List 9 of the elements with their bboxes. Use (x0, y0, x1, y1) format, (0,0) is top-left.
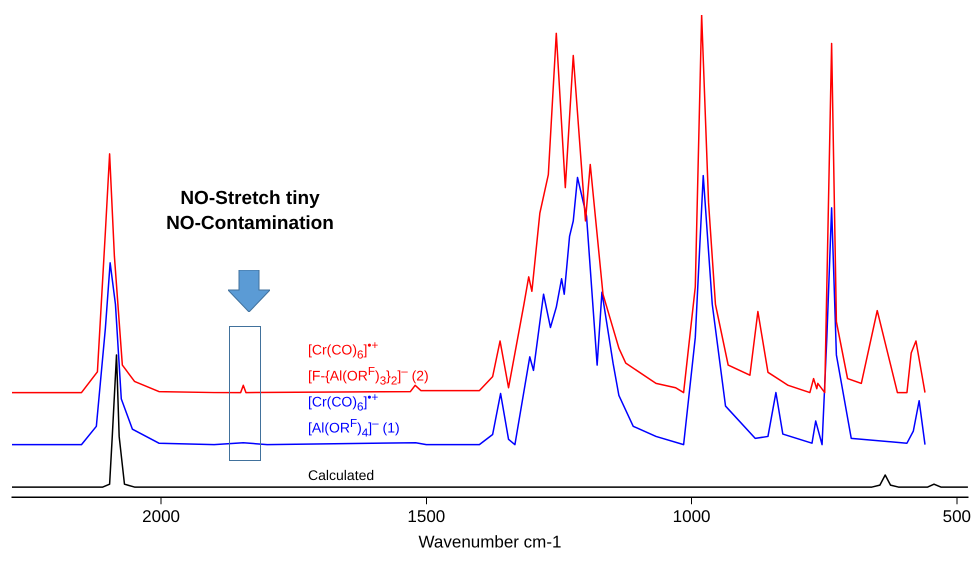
x-tick-label: 2000 (142, 507, 180, 526)
annotation: NO-Stretch tiny NO-Contamination (165, 187, 335, 236)
x-tick-label: 1000 (672, 507, 710, 526)
text: [Cr(CO)$_{6}$]$^{•+}$ [Al(OR$^{F}$)$_{4}$]$^{–}$ (1) (308, 390, 400, 440)
text: [Cr(CO)$_{6}$]$^{•+}$ [F-{Al(OR$^{F}$)$_{3}$}$_{2}$]$^{–}$ (2) (308, 338, 429, 388)
series-label: Calculated (308, 467, 374, 484)
x-tick-label: 1500 (407, 507, 446, 526)
x-axis-title: Wavenumber cm-1 (418, 532, 562, 552)
x-tick-label: 500 (942, 507, 972, 526)
